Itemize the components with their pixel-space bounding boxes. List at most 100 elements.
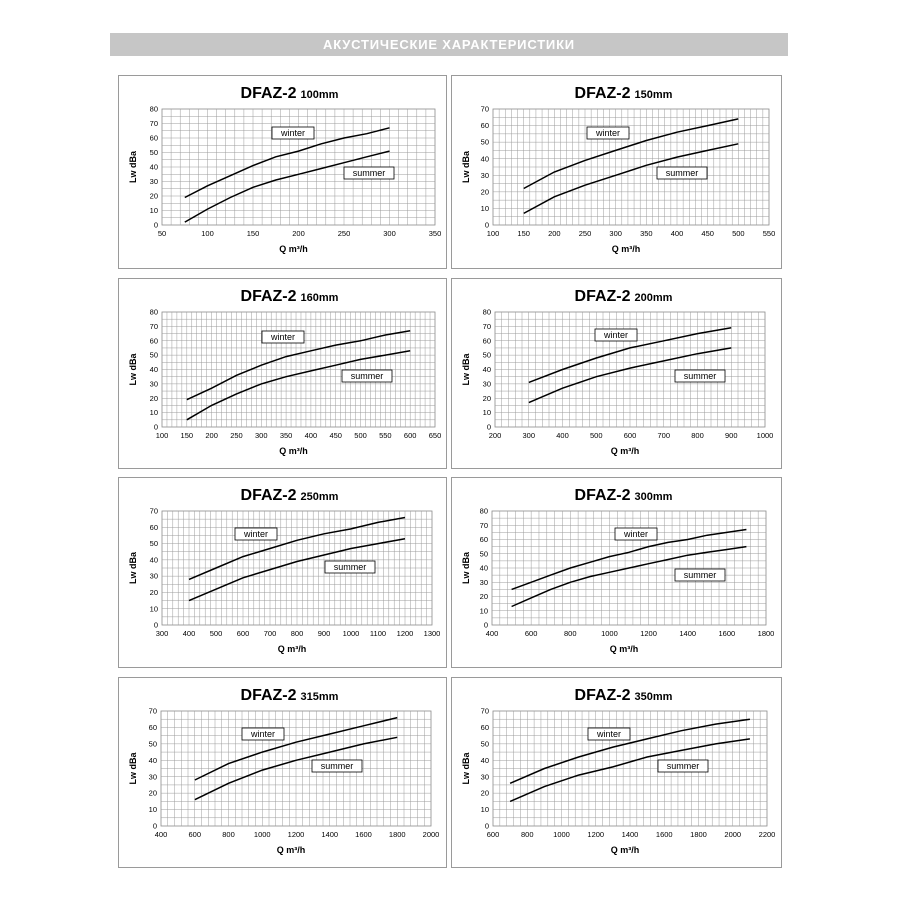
chart-6-x-tick: 1800 — [389, 830, 406, 839]
chart-2-label-winter: winter — [261, 330, 305, 344]
chart-2-x-tick: 300 — [255, 431, 268, 440]
chart-4-x-tick: 600 — [237, 629, 250, 638]
chart-panel-100mm: DFAZ-2 100mm 50 100 150 200 250 300 350 0 10 20 30 40… — [118, 75, 447, 269]
chart-0-y-tick: 80 — [150, 105, 158, 114]
chart-4-x-tick: 1200 — [397, 629, 414, 638]
chart-6-title-main: DFAZ-2 — [241, 687, 297, 704]
chart-7-x-axis-label: Q m³/h — [611, 845, 640, 855]
chart-4-label-summer: summer — [324, 560, 376, 574]
chart-1-series-summer — [523, 143, 739, 215]
chart-3-y-tick: 10 — [483, 408, 491, 417]
chart-1-x-axis-label: Q m³/h — [612, 244, 641, 254]
chart-2-x-tick: 100 — [156, 431, 169, 440]
chart-4-x-tick: 1300 — [424, 629, 441, 638]
chart-2-x-tick: 350 — [280, 431, 293, 440]
chart-6-y-tick: 40 — [149, 756, 157, 765]
chart-2-label-box-summer — [341, 369, 393, 383]
chart-1-y-tick: 50 — [481, 138, 489, 147]
chart-3-x-tick: 700 — [657, 431, 670, 440]
chart-7-label-box-winter — [587, 727, 631, 741]
chart-0-label-winter: winter — [271, 126, 315, 140]
chart-6-series-winter — [194, 716, 398, 781]
chart-4-label-text-winter: winter — [243, 529, 268, 539]
chart-panel-300mm: DFAZ-2 300mm 400 600 800 1000 1200 1400 1600 1800… — [451, 477, 782, 668]
chart-1-x-tick: 150 — [517, 229, 530, 238]
chart-4-y-axis-label: Lw dBa — [128, 551, 138, 584]
chart-5-x-tick: 1800 — [758, 629, 775, 638]
chart-3-y-axis-label: Lw dBa — [461, 353, 471, 386]
chart-4-x-tick: 700 — [264, 629, 277, 638]
chart-3-x-tick: 400 — [556, 431, 569, 440]
chart-panel-150mm: DFAZ-2 150mm 100 150 200 250 300 350 400 450 500 55… — [451, 75, 782, 269]
chart-2-series-summer — [186, 350, 411, 421]
chart-panel-350mm: DFAZ-2 350mm 600 800 1000 1200 1400 1600 1800 200… — [451, 677, 782, 868]
chart-5-y-tick: 40 — [480, 564, 488, 573]
chart-5-label-box-winter — [614, 527, 658, 541]
chart-3-title-main: DFAZ-2 — [575, 288, 631, 305]
chart-5-x-tick: 600 — [525, 629, 538, 638]
chart-2-y-tick: 40 — [150, 365, 158, 374]
chart-2-x-tick: 650 — [429, 431, 442, 440]
chart-2-x-tick: 500 — [354, 431, 367, 440]
chart-0-label-text-summer: summer — [353, 168, 386, 178]
chart-0-title: DFAZ-2 100mm — [241, 85, 339, 102]
chart-3-y-tick: 0 — [487, 423, 491, 432]
chart-0-y-tick: 30 — [150, 177, 158, 186]
chart-7-title-sub: 350mm — [635, 691, 673, 703]
chart-2-y-tick: 80 — [150, 308, 158, 317]
chart-3-x-tick: 200 — [489, 431, 502, 440]
chart-6-y-tick: 70 — [149, 707, 157, 716]
chart-5-y-axis-label: Lw dBa — [461, 551, 471, 584]
chart-0-y-axis-label: Lw dBa — [128, 150, 138, 183]
chart-panel-160mm: DFAZ-2 160mm 100 150 200 250 300 350 400 450 500 55… — [118, 278, 447, 469]
chart-7-x-tick: 1400 — [622, 830, 639, 839]
chart-4-y-tick: 10 — [150, 604, 158, 613]
chart-1-y-axis-label: Lw dBa — [461, 150, 471, 183]
chart-2-y-tick: 20 — [150, 394, 158, 403]
chart-4-x-tick: 900 — [318, 629, 331, 638]
chart-6-title-sub: 315mm — [301, 691, 339, 703]
chart-4-x-tick: 500 — [210, 629, 223, 638]
chart-1-label-text-summer: summer — [666, 168, 699, 178]
chart-4-label-box-summer — [324, 560, 376, 574]
chart-1-y-tick: 10 — [481, 204, 489, 213]
chart-3-y-tick: 60 — [483, 336, 491, 345]
chart-7-y-tick: 50 — [481, 739, 489, 748]
chart-1-series-winter — [523, 118, 739, 190]
chart-4-y-tick: 20 — [150, 588, 158, 597]
chart-7-series-summer — [509, 738, 751, 803]
chart-5-x-axis-label: Q m³/h — [610, 644, 639, 654]
chart-2-y-axis-label: Lw dBa — [128, 353, 138, 386]
chart-7-x-tick: 600 — [487, 830, 500, 839]
chart-5-x-tick: 1200 — [640, 629, 657, 638]
chart-2-series-winter — [186, 329, 411, 401]
chart-5-label-box-summer — [674, 568, 726, 582]
chart-3-y-tick: 20 — [483, 394, 491, 403]
chart-5-y-tick: 0 — [484, 621, 488, 630]
chart-1-x-tick: 100 — [487, 229, 500, 238]
chart-2-y-tick: 70 — [150, 322, 158, 331]
chart-5-y-tick: 20 — [480, 592, 488, 601]
chart-7-label-text-winter: winter — [596, 729, 621, 739]
chart-5-y-tick: 60 — [480, 535, 488, 544]
chart-7-x-tick: 1200 — [587, 830, 604, 839]
chart-0-label-box-summer — [343, 166, 395, 180]
chart-7-x-tick: 1800 — [690, 830, 707, 839]
chart-2-label-box-winter — [261, 330, 305, 344]
chart-5-y-tick: 30 — [480, 578, 488, 587]
chart-1-label-box-summer — [656, 166, 708, 180]
chart-2-x-tick: 150 — [181, 431, 194, 440]
chart-1-y-tick: 30 — [481, 171, 489, 180]
chart-3-x-tick: 900 — [725, 431, 738, 440]
chart-1-label-winter: winter — [586, 126, 630, 140]
chart-5-y-tick: 10 — [480, 606, 488, 615]
chart-6-y-tick: 50 — [149, 739, 157, 748]
chart-5-y-tick: 70 — [480, 521, 488, 530]
chart-6-label-summer: summer — [311, 759, 363, 773]
chart-6-x-tick: 600 — [188, 830, 201, 839]
chart-5-series-winter — [511, 528, 747, 591]
chart-1-y-tick: 0 — [485, 221, 489, 230]
chart-0-x-axis-label: Q m³/h — [279, 244, 308, 254]
